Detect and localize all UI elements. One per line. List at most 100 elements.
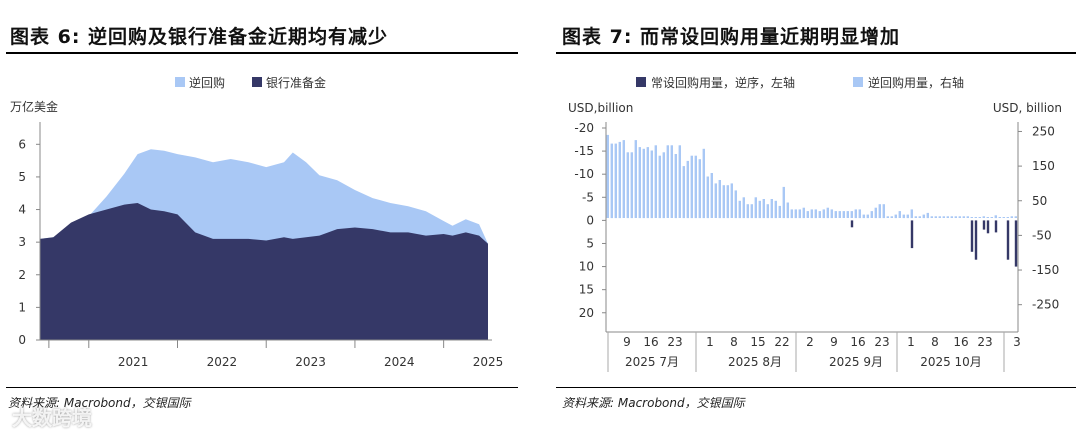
bar-reverse-repo-61 (850, 211, 853, 218)
right-source-rule (556, 387, 1076, 388)
bar-reverse-repo-29 (722, 185, 725, 219)
bar-reverse-repo-11 (650, 150, 653, 219)
right-tick-label-4: -150 (1032, 263, 1059, 277)
bar-reverse-repo-74 (902, 214, 905, 219)
bar-reverse-repo-94 (982, 216, 985, 218)
bar-reverse-repo-55 (826, 207, 829, 219)
bar-reverse-repo-102 (1014, 216, 1017, 218)
y-tick-label-1: 1 (18, 300, 26, 314)
bar-reverse-repo-90 (966, 216, 969, 218)
bar-reverse-repo-39 (762, 199, 765, 219)
legend-swatch-1 (252, 77, 262, 87)
bar-reverse-repo-15 (666, 145, 669, 218)
bar-reverse-repo-70 (886, 216, 889, 218)
bar-reverse-repo-13 (658, 155, 661, 219)
bar-reverse-repo-86 (950, 216, 953, 218)
x-tick-label-1: 2022 (207, 355, 238, 369)
bar-reverse-repo-69 (882, 204, 885, 219)
bar-reverse-repo-12 (654, 145, 657, 218)
x-tick-label-5: 15 (750, 335, 765, 349)
bar-reverse-repo-40 (766, 204, 769, 219)
bar-reverse-repo-68 (878, 204, 881, 219)
bar-reverse-repo-8 (638, 147, 641, 219)
bar-reverse-repo-25 (706, 176, 709, 219)
bar-reverse-repo-17 (674, 154, 677, 219)
y-tick-label-4: 4 (18, 203, 26, 217)
area-bank-reserves (40, 203, 488, 340)
x-tick-label-11: 1 (907, 335, 915, 349)
bar-reverse-repo-16 (670, 145, 673, 218)
bar-reverse-repo-60 (846, 211, 849, 218)
watermark-logo: 大数跨境 (12, 406, 92, 430)
right-tick-label-0: 250 (1032, 124, 1055, 138)
bar-reverse-repo-62 (854, 209, 857, 219)
bar-reverse-repo-21 (690, 155, 693, 219)
right-tick-label-3: -50 (1032, 228, 1052, 242)
bar-reverse-repo-26 (710, 173, 713, 218)
right-axis-label: USD, billion (993, 101, 1062, 115)
bar-reverse-repo-24 (702, 148, 705, 219)
bar-reverse-repo-47 (794, 209, 797, 219)
x-tick-label-4: 2025 (473, 355, 504, 369)
bar-standing-repo-61 (850, 220, 854, 228)
x-tick-label-4: 8 (730, 335, 738, 349)
bar-standing-repo-92 (974, 220, 978, 260)
bar-reverse-repo-27 (714, 183, 717, 218)
bar-reverse-repo-98 (998, 217, 1001, 218)
bar-reverse-repo-67 (874, 207, 877, 219)
y-tick-label-5: 5 (18, 170, 26, 184)
bar-reverse-repo-100 (1006, 217, 1009, 218)
bar-reverse-repo-33 (738, 200, 741, 219)
bar-reverse-repo-10 (646, 147, 649, 219)
y-tick-label-3: 3 (18, 235, 26, 249)
bar-reverse-repo-37 (754, 197, 757, 219)
month-label-2: 2025 9月 (829, 355, 883, 369)
bar-reverse-repo-93 (978, 217, 981, 218)
bar-reverse-repo-80 (926, 212, 929, 219)
legend-label-1: 银行准备金 (266, 75, 326, 90)
left-chart-source: 资料来源: Macrobond，交银国际 (8, 396, 191, 410)
x-tick-label-15: 3 (1013, 335, 1021, 349)
legend-swatch-1 (853, 77, 863, 87)
bar-reverse-repo-58 (838, 211, 841, 218)
bar-reverse-repo-49 (802, 207, 805, 219)
x-tick-label-8: 9 (830, 335, 838, 349)
legend-label-0: 逆回购 (189, 75, 225, 90)
right-chart-panel: 图表 7: 而常设回购用量近期明显增加 常设回购用量，逆序，左轴 逆回购用量，右轴… (540, 0, 1080, 438)
left-chart-title: 图表 6: 逆回购及银行准备金近期均有减少 (10, 26, 389, 48)
right-chart-source: 资料来源: Macrobond，交银国际 (562, 396, 745, 410)
bar-reverse-repo-65 (866, 214, 869, 219)
x-tick-label-2: 23 (667, 335, 682, 349)
left-title-rule (6, 52, 518, 54)
x-tick-label-14: 23 (977, 335, 992, 349)
right-chart-title: 图表 7: 而常设回购用量近期明显增加 (562, 26, 901, 48)
bar-reverse-repo-83 (938, 216, 941, 218)
bar-reverse-repo-20 (686, 160, 689, 219)
bar-reverse-repo-31 (730, 183, 733, 218)
bar-reverse-repo-77 (914, 216, 917, 218)
month-label-1: 2025 8月 (728, 355, 782, 369)
bar-standing-repo-100 (1006, 220, 1010, 260)
x-tick-label-1: 16 (643, 335, 658, 349)
bar-reverse-repo-92 (974, 217, 977, 218)
bar-reverse-repo-18 (678, 145, 681, 218)
bar-reverse-repo-23 (698, 159, 701, 219)
bar-reverse-repo-81 (930, 216, 933, 218)
bar-reverse-repo-43 (778, 205, 781, 218)
left-tick-label-6: 10 (579, 260, 594, 274)
bar-reverse-repo-76 (910, 209, 913, 219)
bar-standing-repo-97 (994, 220, 998, 233)
bar-reverse-repo-57 (834, 211, 837, 218)
bar-standing-repo-94 (982, 220, 986, 230)
left-source-rule (6, 387, 518, 388)
right-tick-label-2: 50 (1032, 194, 1047, 208)
bar-reverse-repo-71 (890, 216, 893, 218)
bar-reverse-repo-64 (862, 214, 865, 219)
legend-label-0: 常设回购用量，逆序，左轴 (651, 75, 795, 90)
bar-reverse-repo-32 (734, 190, 737, 219)
right-title-rule (556, 52, 1076, 54)
x-tick-label-13: 16 (953, 335, 968, 349)
left-tick-label-8: 20 (579, 306, 594, 320)
bar-reverse-repo-56 (830, 209, 833, 219)
